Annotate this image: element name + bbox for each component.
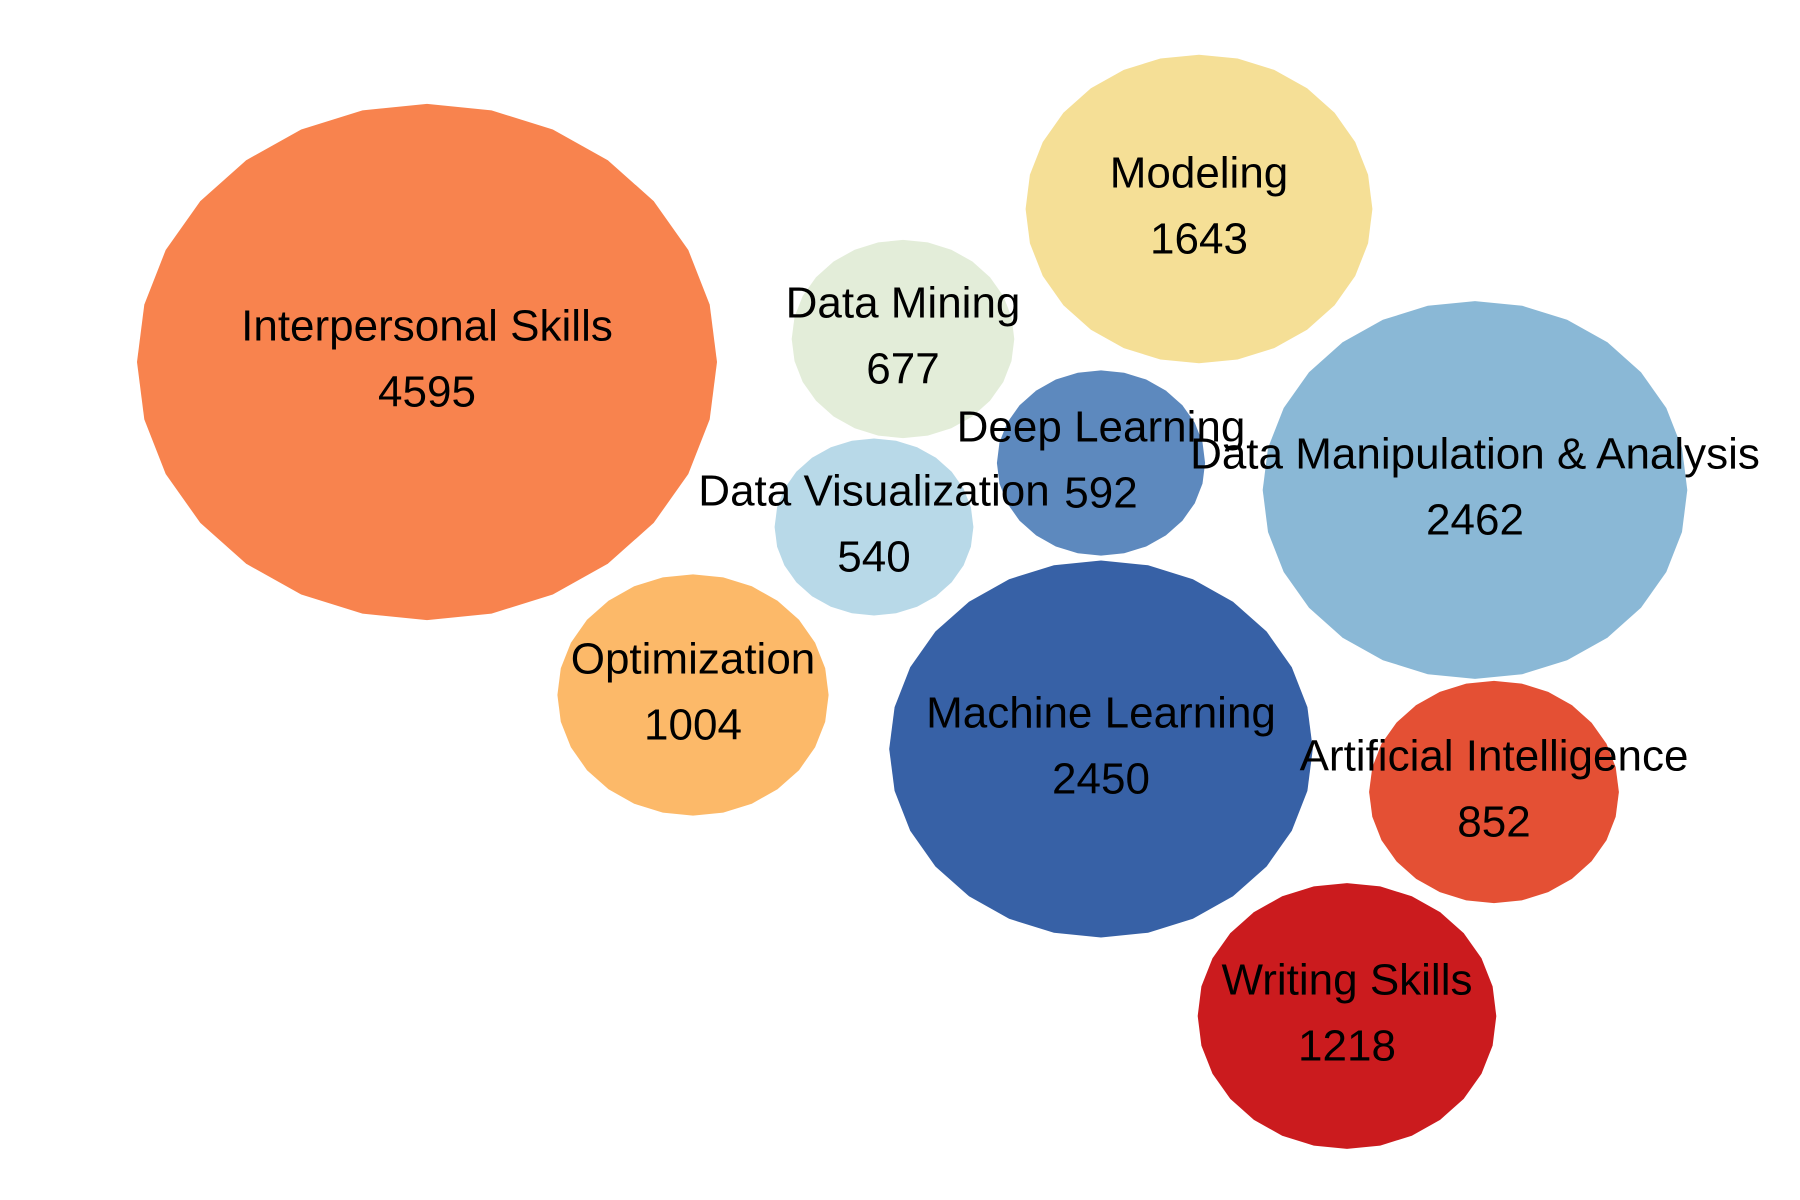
- bubble-value-optimization: 1004: [644, 701, 742, 750]
- bubble-deep-learning: [996, 370, 1206, 556]
- bubble-value-machine-learning: 2450: [1052, 755, 1150, 804]
- bubble-data-manipulation-and-analysis: [1262, 301, 1688, 679]
- bubble-label-writing-skills: Writing Skills: [1221, 956, 1472, 1005]
- bubble-shape-writing-skills: [1197, 883, 1497, 1149]
- bubble-label-data-mining: Data Mining: [786, 279, 1021, 328]
- bubble-shape-deep-learning: [996, 370, 1206, 556]
- bubble-interpersonal-skills: [137, 103, 717, 621]
- bubble-shape-optimization: [557, 574, 829, 816]
- bubble-shape-machine-learning: [889, 560, 1313, 938]
- bubble-shape-interpersonal-skills: [137, 103, 717, 621]
- bubble-shape-artificial-intelligence: [1369, 680, 1619, 904]
- bubble-value-data-mining: 677: [866, 345, 939, 394]
- bubble-writing-skills: [1197, 883, 1497, 1149]
- bubble-label-interpersonal-skills: Interpersonal Skills: [241, 302, 613, 351]
- bubble-shape-data-manipulation-and-analysis: [1262, 301, 1688, 679]
- bubble-artificial-intelligence: [1369, 680, 1619, 904]
- bubble-label-modeling: Modeling: [1110, 149, 1289, 198]
- bubble-value-data-manipulation-and-analysis: 2462: [1426, 496, 1524, 545]
- bubble-shape-data-mining: [791, 239, 1015, 439]
- bubble-shape-modeling: [1025, 54, 1373, 364]
- bubble-shape-data-visualization: [774, 438, 974, 616]
- bubble-value-deep-learning: 592: [1064, 469, 1137, 518]
- bubble-modeling: [1025, 54, 1373, 364]
- bubble-label-deep-learning: Deep Learning: [957, 403, 1246, 452]
- bubble-label-data-visualization: Data Visualization: [698, 467, 1049, 516]
- bubble-machine-learning: [889, 560, 1313, 938]
- bubble-label-data-manipulation-and-analysis: Data Manipulation & Analysis: [1190, 430, 1760, 479]
- bubble-value-writing-skills: 1218: [1298, 1022, 1396, 1071]
- bubble-label-machine-learning: Machine Learning: [926, 689, 1276, 738]
- bubble-value-data-visualization: 540: [837, 533, 910, 582]
- bubble-data-visualization: [774, 438, 974, 616]
- bubble-value-interpersonal-skills: 4595: [378, 368, 476, 417]
- bubble-label-optimization: Optimization: [571, 635, 816, 684]
- bubble-optimization: [557, 574, 829, 816]
- bubble-data-mining: [791, 239, 1015, 439]
- bubble-value-modeling: 1643: [1150, 215, 1248, 264]
- bubble-label-artificial-intelligence: Artificial Intelligence: [1300, 732, 1689, 781]
- bubble-value-artificial-intelligence: 852: [1457, 798, 1530, 847]
